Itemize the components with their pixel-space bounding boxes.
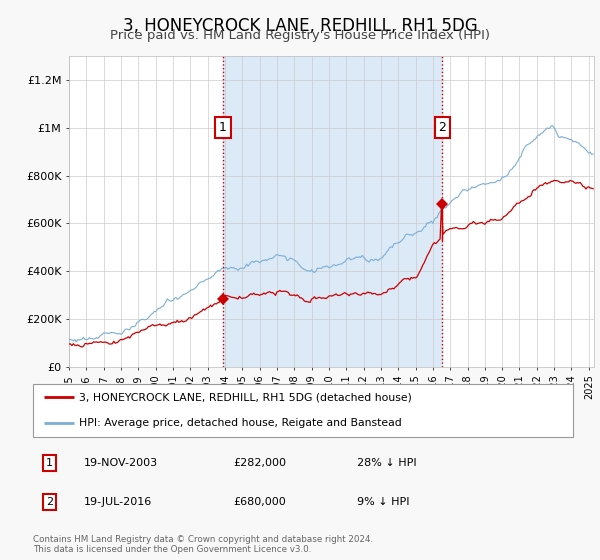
Text: HPI: Average price, detached house, Reigate and Banstead: HPI: Average price, detached house, Reig… (79, 418, 401, 428)
Text: 28% ↓ HPI: 28% ↓ HPI (357, 458, 416, 468)
Text: 3, HONEYCROCK LANE, REDHILL, RH1 5DG (detached house): 3, HONEYCROCK LANE, REDHILL, RH1 5DG (de… (79, 393, 412, 403)
Text: 9% ↓ HPI: 9% ↓ HPI (357, 497, 409, 507)
Text: Contains HM Land Registry data © Crown copyright and database right 2024.
This d: Contains HM Land Registry data © Crown c… (33, 535, 373, 554)
Text: 2: 2 (438, 121, 446, 134)
Text: £680,000: £680,000 (233, 497, 286, 507)
FancyBboxPatch shape (33, 384, 573, 437)
Text: 2: 2 (46, 497, 53, 507)
Text: Price paid vs. HM Land Registry's House Price Index (HPI): Price paid vs. HM Land Registry's House … (110, 29, 490, 42)
Text: £282,000: £282,000 (233, 458, 286, 468)
Text: 3, HONEYCROCK LANE, REDHILL, RH1 5DG: 3, HONEYCROCK LANE, REDHILL, RH1 5DG (122, 17, 478, 35)
Text: 1: 1 (219, 121, 227, 134)
Text: 19-NOV-2003: 19-NOV-2003 (84, 458, 158, 468)
Text: 1: 1 (46, 458, 53, 468)
Bar (223, 56, 442, 367)
Text: 19-JUL-2016: 19-JUL-2016 (84, 497, 152, 507)
